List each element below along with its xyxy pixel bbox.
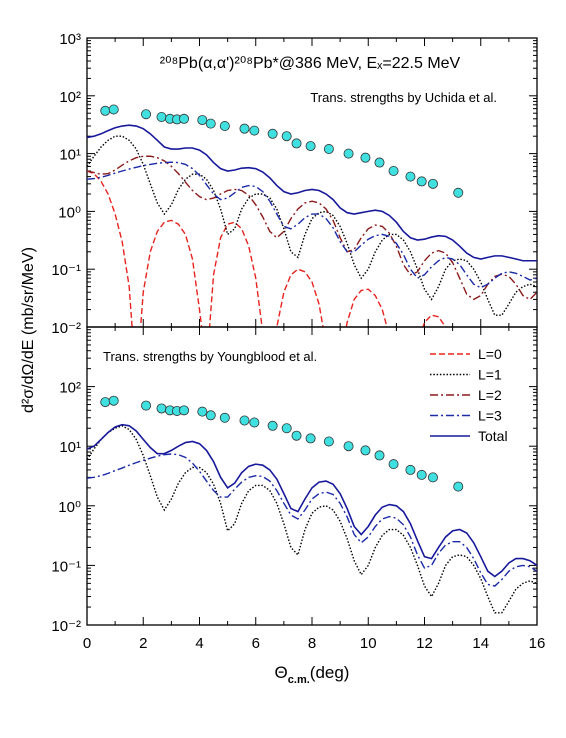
data-point	[323, 144, 334, 155]
y-tick-label: 10⁰	[58, 204, 81, 221]
y-tick-label: 10⁻¹	[51, 558, 81, 575]
data-point	[343, 441, 354, 452]
data-point	[388, 165, 399, 176]
data-point	[249, 417, 260, 428]
data-point	[427, 472, 438, 483]
data-point	[179, 405, 190, 416]
data-point	[179, 113, 190, 124]
data-point	[291, 430, 302, 441]
data-point	[291, 138, 302, 149]
data-point	[305, 141, 316, 152]
data-point	[323, 436, 334, 447]
data-point	[360, 445, 371, 456]
data-point	[156, 403, 167, 414]
legend-label: L=0	[478, 346, 502, 362]
data-point	[205, 118, 216, 129]
data-point	[305, 433, 316, 444]
data-point	[239, 123, 250, 134]
series-line	[87, 453, 537, 587]
legend-label: Total	[478, 428, 508, 444]
data-point	[281, 131, 292, 142]
data-point	[405, 464, 416, 475]
y-tick-label: 10²	[59, 380, 81, 397]
x-label-unit: (deg)	[310, 663, 350, 682]
x-tick-label: 10	[360, 635, 377, 652]
x-axis-label: Θc.m.(deg)	[275, 663, 350, 686]
annotation: Trans. strengths by Uchida et al.	[310, 90, 497, 105]
data-point	[281, 423, 292, 434]
series-line	[87, 124, 537, 262]
data-point	[197, 406, 208, 417]
data-point	[205, 410, 216, 421]
x-tick-label: 14	[472, 635, 489, 652]
data-point	[405, 171, 416, 182]
chart-title: ²⁰⁸Pb(α,α')²⁰⁸Pb*@386 MeV, Eₓ=22.5 MeV	[160, 55, 461, 72]
y-tick-label: 10⁻²	[51, 320, 81, 337]
x-label-symbol: Θ	[275, 663, 288, 682]
series-line	[87, 170, 447, 327]
data-point	[141, 400, 152, 411]
data-point	[100, 105, 111, 116]
x-tick-label: 6	[252, 635, 260, 652]
data-point	[374, 450, 385, 461]
y-tick-label: 10⁻²	[51, 618, 81, 635]
x-tick-label: 0	[83, 635, 91, 652]
data-point	[453, 481, 464, 492]
data-point	[416, 176, 427, 187]
data-point	[156, 111, 167, 122]
series-line	[87, 155, 537, 301]
series-line	[87, 161, 537, 289]
data-point	[108, 395, 119, 406]
data-point	[416, 469, 427, 480]
legend-label: L=1	[478, 367, 502, 383]
y-tick-label: 10⁰	[58, 499, 81, 516]
plot-area	[87, 124, 537, 327]
y-tick-label: 10¹	[59, 439, 81, 456]
x-tick-label: 8	[308, 635, 316, 652]
data-point	[343, 148, 354, 159]
data-point	[239, 415, 250, 426]
data-point	[249, 125, 260, 136]
data-point	[267, 420, 278, 431]
data-point	[100, 397, 111, 408]
y-axis-label: d²σ/dΩ/dE (mb/sr/MeV)	[20, 247, 37, 413]
series-line	[87, 425, 537, 614]
data-point	[374, 157, 385, 168]
plot-area	[87, 423, 537, 614]
x-tick-label: 4	[195, 635, 203, 652]
data-point	[427, 178, 438, 189]
data-point	[219, 121, 230, 132]
x-label-subscript: c.m.	[288, 674, 310, 686]
data-point	[108, 104, 119, 115]
x-tick-label: 16	[529, 635, 546, 652]
data-point	[197, 115, 208, 126]
legend-label: L=3	[478, 408, 502, 424]
data-point	[141, 109, 152, 120]
y-tick-label: 10¹	[59, 147, 81, 164]
x-tick-label: 12	[416, 635, 433, 652]
annotation: Trans. strengths by Youngblood et al.	[103, 349, 317, 364]
x-tick-label: 2	[139, 635, 147, 652]
y-tick-label: 10³	[59, 31, 81, 48]
data-point	[360, 152, 371, 163]
plot-frame	[86, 326, 538, 626]
y-tick-label: 10⁻¹	[51, 262, 81, 279]
data-point	[267, 128, 278, 139]
series-line	[87, 423, 537, 578]
data-point	[219, 412, 230, 423]
legend-label: L=2	[478, 387, 502, 403]
data-point	[388, 459, 399, 470]
y-tick-label: 10²	[59, 89, 81, 106]
data-point	[453, 187, 464, 198]
